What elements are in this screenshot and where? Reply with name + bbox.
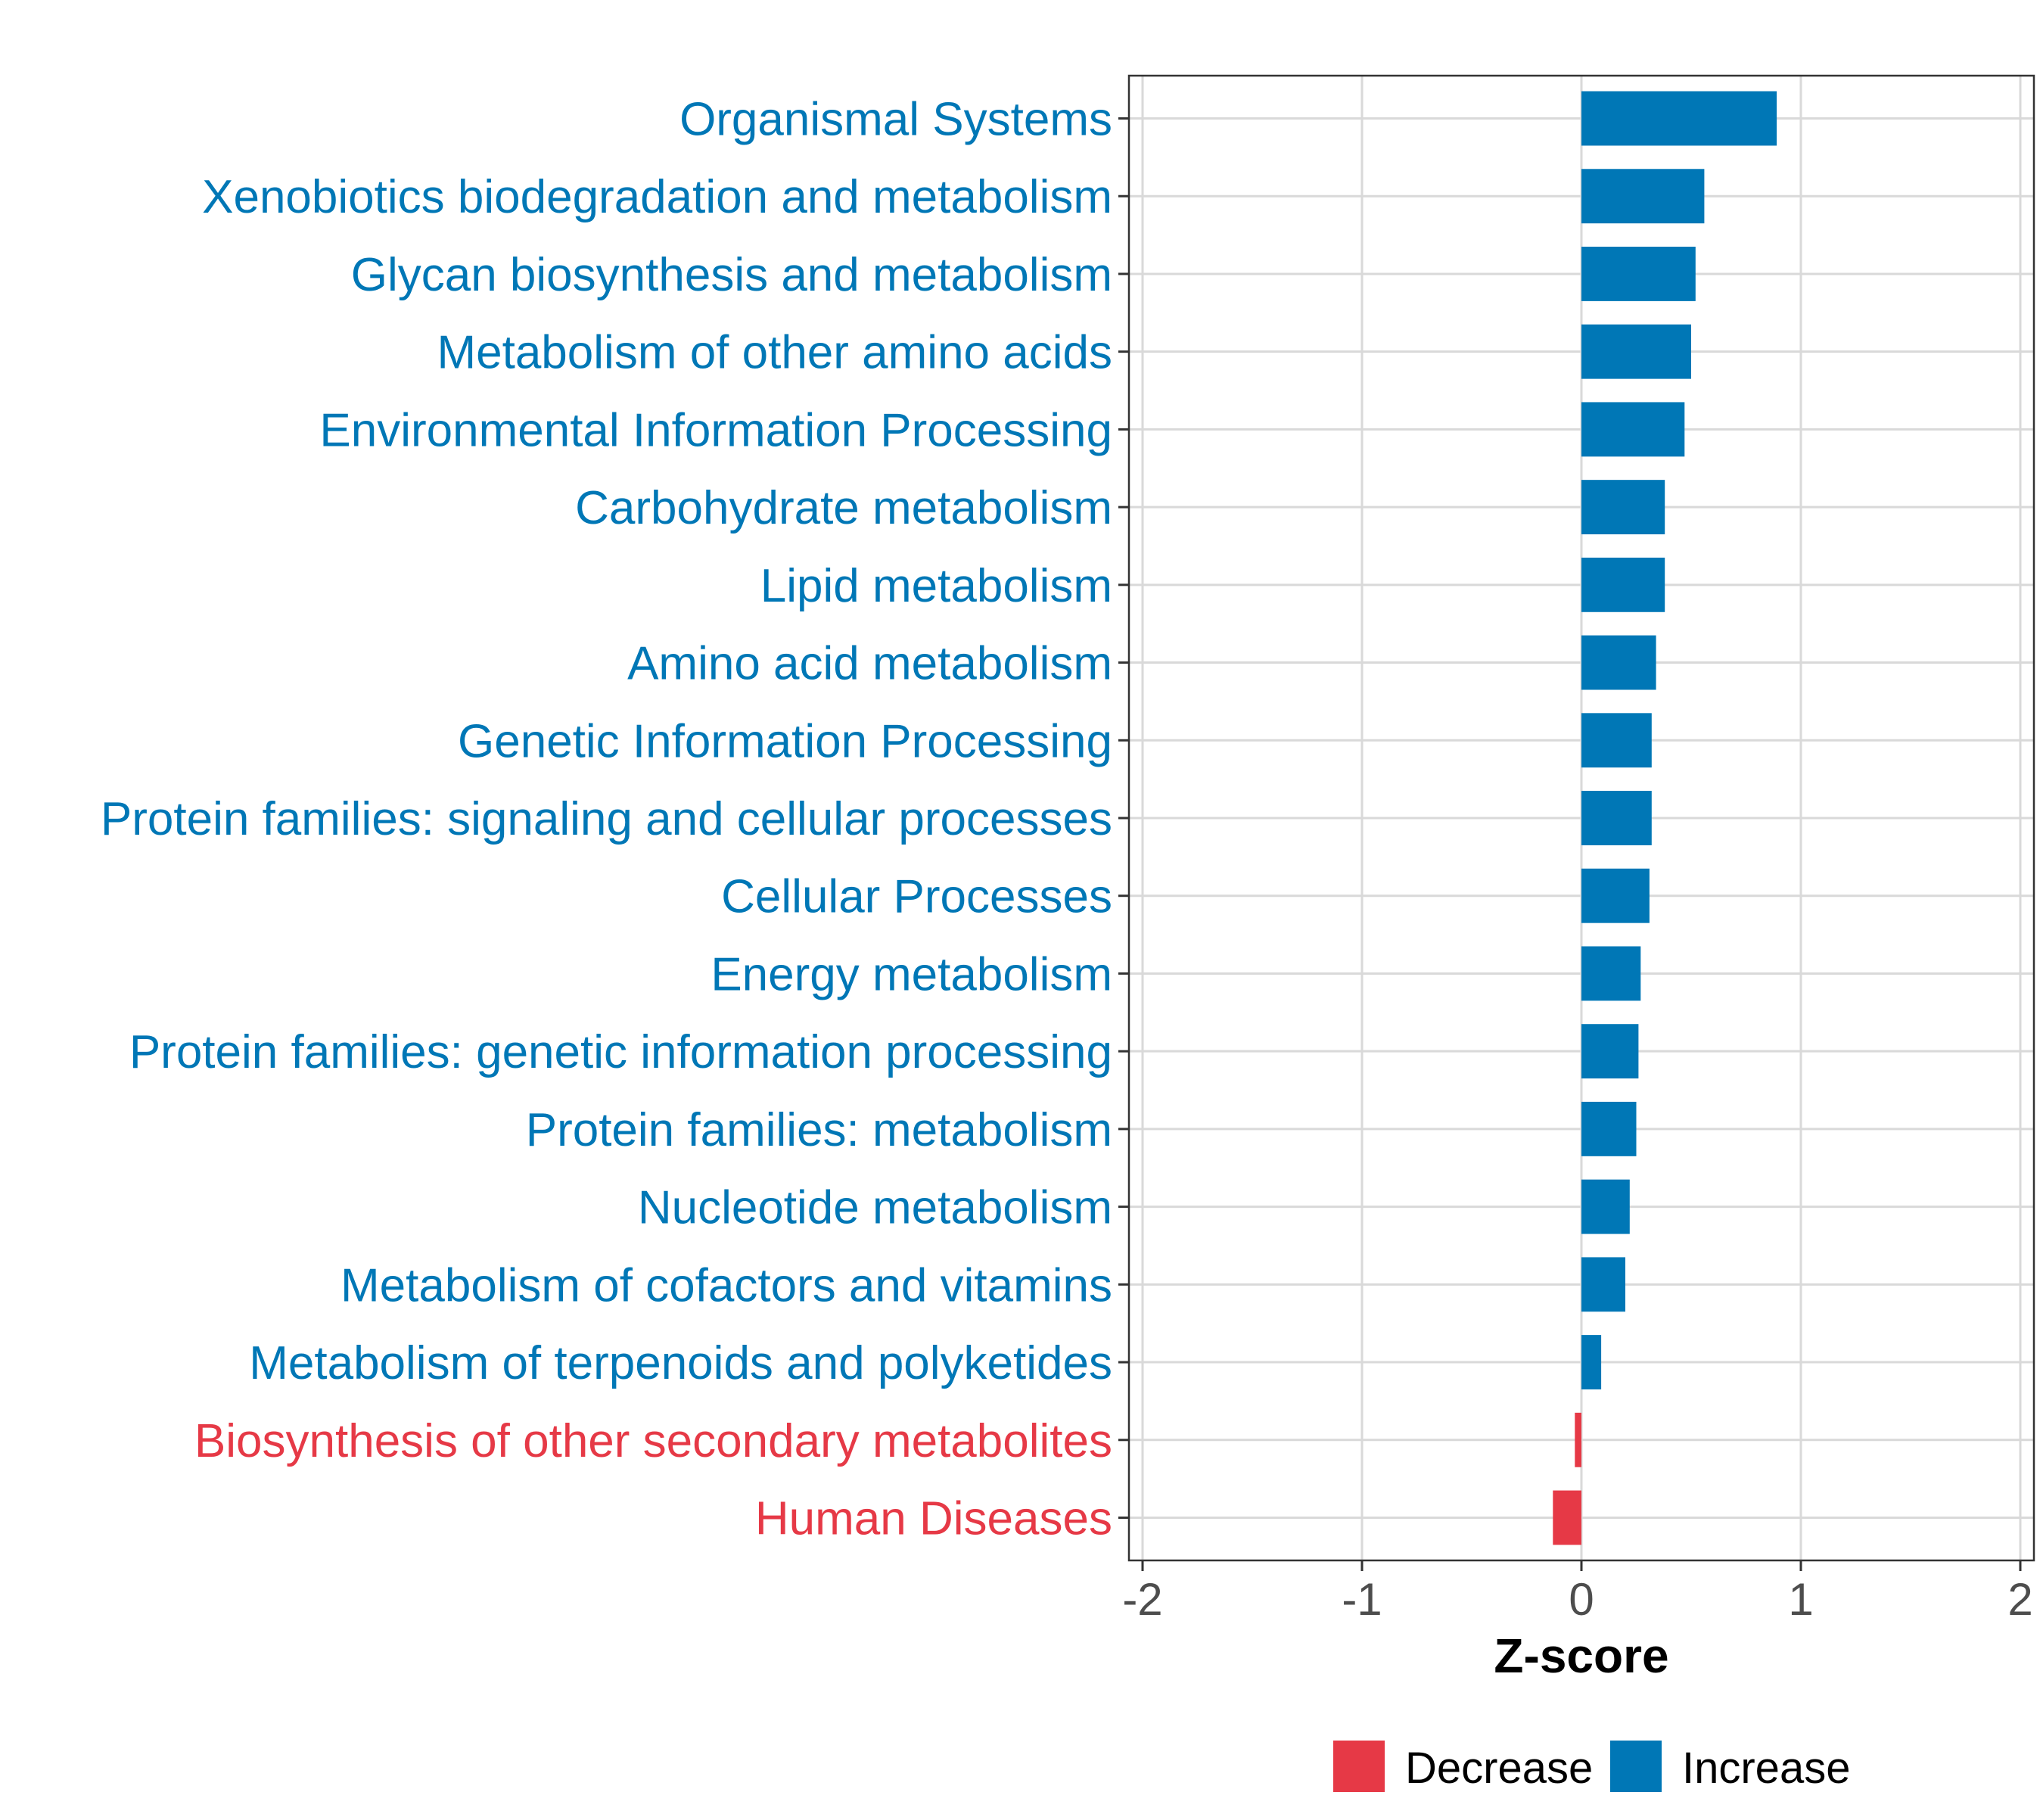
category-label: Environmental Information Processing: [319, 404, 1112, 456]
category-label: Cellular Processes: [721, 871, 1112, 923]
category-label: Genetic Information Processing: [458, 715, 1112, 767]
bar-increase: [1581, 1101, 1637, 1156]
bar-increase: [1581, 868, 1650, 923]
bar-increase: [1581, 324, 1691, 379]
bar-increase: [1581, 635, 1656, 690]
x-tick-label: 2: [2007, 1574, 2032, 1625]
category-label: Biosynthesis of other secondary metaboli…: [194, 1415, 1112, 1467]
category-label: Glycan biosynthesis and metabolism: [351, 249, 1112, 301]
legend-label-decrease: Decrease: [1405, 1744, 1593, 1793]
bar-increase: [1581, 1335, 1602, 1390]
category-label: Metabolism of terpenoids and polyketides: [249, 1337, 1112, 1389]
category-label-layer: Organismal Systems Xenobiotics biodegrada…: [101, 93, 1112, 1545]
x-tick-label: -2: [1122, 1574, 1162, 1625]
category-label: Nucleotide metabolism: [638, 1182, 1112, 1234]
legend-swatch-increase: [1610, 1741, 1662, 1792]
bar-layer: [1553, 91, 1777, 1545]
bar-increase: [1581, 1024, 1639, 1079]
category-label: Protein families: genetic information pr…: [129, 1026, 1112, 1078]
tick-layer: -2 -1 0 1 2: [1118, 117, 2033, 1625]
category-label: Energy metabolism: [711, 948, 1112, 1000]
category-label: Lipid metabolism: [760, 560, 1112, 612]
category-label: Carbohydrate metabolism: [575, 482, 1112, 534]
bar-increase: [1581, 1257, 1625, 1312]
bar-decrease: [1553, 1490, 1581, 1545]
bar-decrease: [1575, 1412, 1581, 1467]
category-label: Metabolism of other amino acids: [437, 327, 1112, 379]
bar-increase: [1581, 402, 1685, 457]
category-label: Organismal Systems: [679, 93, 1112, 145]
category-label: Human Diseases: [755, 1493, 1112, 1545]
bar-increase: [1581, 480, 1665, 535]
x-tick-label: -1: [1342, 1574, 1382, 1625]
category-label: Protein families: metabolism: [526, 1104, 1112, 1156]
category-label: Amino acid metabolism: [627, 638, 1112, 690]
bar-increase: [1581, 791, 1652, 845]
category-label: Xenobiotics biodegradation and metabolis…: [202, 171, 1112, 223]
bar-increase: [1581, 713, 1652, 768]
legend: Decrease Increase: [1333, 1741, 1850, 1793]
bar-increase: [1581, 91, 1777, 146]
x-tick-label: 1: [1788, 1574, 1813, 1625]
category-label: Protein families: signaling and cellular…: [101, 793, 1112, 845]
category-label: Metabolism of cofactors and vitamins: [340, 1259, 1112, 1311]
bar-increase: [1581, 1179, 1630, 1234]
bar-increase: [1581, 246, 1696, 301]
bar-increase: [1581, 169, 1705, 224]
x-tick-label: 0: [1569, 1574, 1594, 1625]
legend-swatch-decrease: [1333, 1741, 1385, 1792]
legend-label-increase: Increase: [1682, 1744, 1850, 1793]
bar-increase: [1581, 557, 1665, 612]
x-axis-title: Z-score: [1494, 1629, 1668, 1683]
bar-increase: [1581, 946, 1641, 1001]
